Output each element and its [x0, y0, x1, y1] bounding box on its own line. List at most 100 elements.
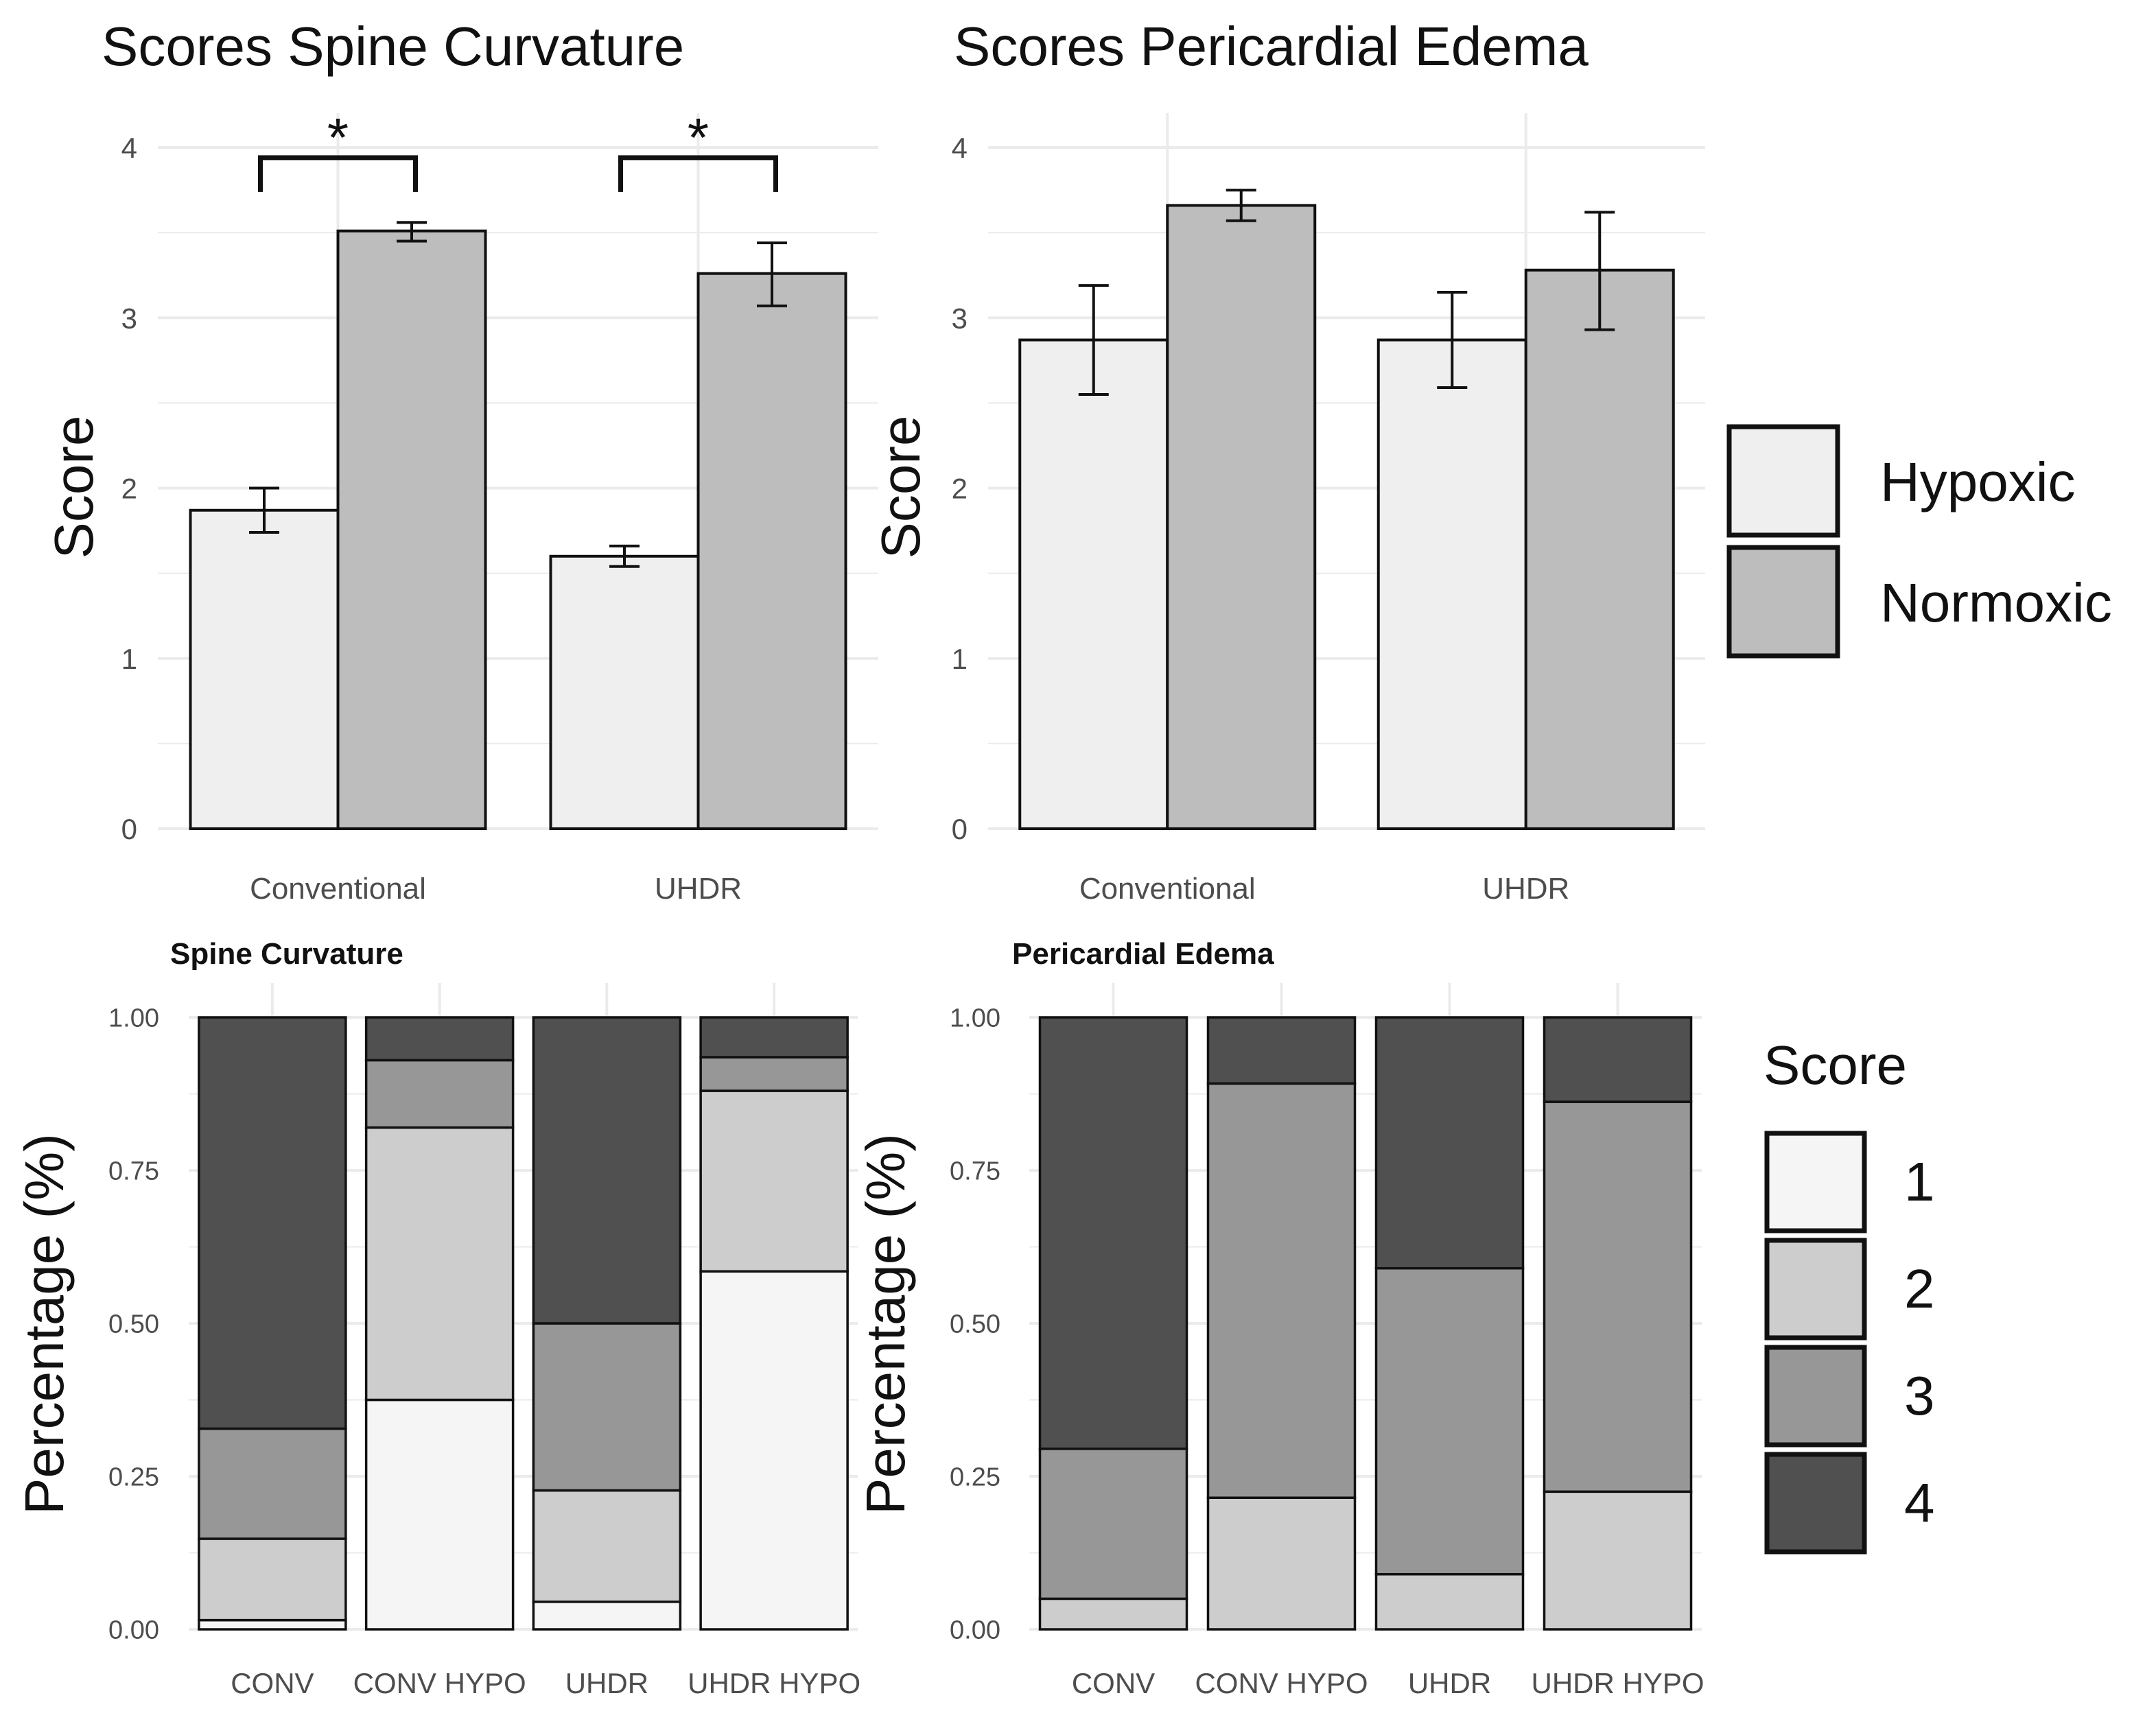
significance-star: * [688, 107, 709, 168]
legend-key-score-2 [1764, 1238, 1867, 1341]
y-axis-label-spine-scores: Score [43, 416, 104, 559]
legend-key-hypoxic [1726, 424, 1840, 538]
bar-segment-score-4-conv [198, 1016, 347, 1430]
bar-segment-score-2-conv-hypo [1206, 1496, 1357, 1631]
y-tick-label: 0.25 [108, 1463, 159, 1492]
y-tick-label: 4 [952, 132, 968, 164]
y-tick-label: 0.75 [950, 1157, 1000, 1186]
chart-title-spine-scores: Scores Spine Curvature [102, 16, 684, 77]
bar-segment-score-4-uhdr-hypo [699, 1016, 849, 1059]
x-tick-label: CONV HYPO [353, 1667, 526, 1699]
bar-segment-score-3-uhdr-hypo [699, 1056, 849, 1092]
bar-segment-score-3-conv-hypo [364, 1059, 515, 1129]
bar-hypoxic-conventional [1018, 338, 1169, 830]
bar-segment-score-1-conv-hypo [364, 1398, 515, 1631]
x-tick-label: Conventional [1079, 872, 1256, 906]
chart-title-edema-pct: Pericardial Edema [1012, 937, 1274, 971]
x-tick-label: CONV [231, 1667, 314, 1699]
x-tick-label: CONV HYPO [1195, 1667, 1368, 1699]
legend-label-score-4: 4 [1904, 1472, 1935, 1533]
significance-star: * [327, 107, 349, 168]
significance-bracket [258, 155, 418, 192]
bar-segment-score-4-conv [1038, 1016, 1188, 1450]
y-tick-label: 0.25 [950, 1463, 1000, 1492]
x-tick-label: UHDR [1408, 1667, 1491, 1699]
legend-label-score-1: 1 [1904, 1151, 1935, 1212]
bar-hypoxic-conventional [189, 508, 340, 831]
plot-spine-pct: 0.00 0.25 0.50 0.75 1.00 CONV CONV HYPO UHDR UHD… [108, 983, 860, 1699]
bar-segment-score-4-uhdr [1374, 1016, 1525, 1270]
y-tick-label: 0.75 [108, 1157, 159, 1186]
bar-segment-score-3-uhdr [532, 1322, 682, 1492]
legend-key-score-1 [1764, 1131, 1867, 1233]
x-tick-label: UHDR [1482, 872, 1569, 906]
y-tick-label: 0.50 [108, 1310, 159, 1339]
y-tick-label: 0 [952, 813, 968, 845]
plot-spine-scores: 0 1 2 3 4 Conventional UHDR * * [121, 107, 878, 906]
bar-segment-score-2-uhdr [532, 1489, 682, 1603]
bar-segment-score-2-conv [1038, 1597, 1188, 1631]
legend-key-score-4 [1764, 1452, 1867, 1555]
bar-segment-score-2-conv [198, 1537, 347, 1622]
legend-condition: Hypoxic Normoxic [1726, 424, 2112, 659]
y-axis-label-edema-scores: Score [870, 416, 931, 559]
y-tick-label: 0.00 [950, 1616, 1000, 1645]
y-tick-label: 0.00 [108, 1616, 159, 1645]
bar-normoxic-uhdr [1524, 268, 1675, 830]
bar-segment-score-4-uhdr [532, 1016, 682, 1325]
legend-key-score-3 [1764, 1345, 1867, 1448]
y-tick-label: 4 [121, 132, 137, 164]
legend-label-hypoxic: Hypoxic [1880, 451, 2076, 512]
x-tick-label: Conventional [250, 872, 426, 906]
y-tick-label: 1 [121, 643, 137, 675]
bar-segment-score-3-conv-hypo [1206, 1082, 1357, 1499]
y-tick-label: 1.00 [108, 1004, 159, 1033]
y-axis-label-edema-pct: Percentage (%) [855, 1133, 916, 1515]
y-tick-label: 3 [952, 302, 968, 334]
legend-title-score: Score [1764, 1035, 1907, 1096]
y-tick-label: 1 [952, 643, 968, 675]
bar-segment-score-1-conv [198, 1618, 347, 1631]
legend-key-normoxic [1726, 545, 1840, 659]
x-tick-label: UHDR HYPO [1531, 1667, 1704, 1699]
bar-normoxic-conventional [1166, 204, 1317, 830]
y-tick-label: 2 [121, 473, 137, 505]
y-axis-label-spine-pct: Percentage (%) [14, 1133, 75, 1515]
bar-segment-score-3-conv [1038, 1448, 1188, 1601]
x-tick-label: UHDR [565, 1667, 648, 1699]
bar-segment-score-2-uhdr-hypo [699, 1089, 849, 1273]
bar-segment-score-3-conv [198, 1427, 347, 1540]
y-tick-label: 0 [121, 813, 137, 845]
legend-label-score-2: 2 [1904, 1258, 1935, 1319]
legend-score: Score 1 2 3 4 [1764, 1035, 1935, 1555]
significance-bracket [618, 155, 778, 192]
chart-title-spine-pct: Spine Curvature [170, 937, 403, 971]
bar-segment-score-3-uhdr-hypo [1543, 1100, 1693, 1493]
chart-title-edema-scores: Scores Pericardial Edema [954, 16, 1589, 77]
bar-segment-score-1-uhdr [532, 1601, 682, 1631]
plot-edema-pct: 0.00 0.25 0.50 0.75 1.00 CONV CONV HYPO UHDR UHD… [950, 983, 1704, 1699]
bar-segment-score-4-conv-hypo [364, 1016, 515, 1062]
x-tick-label: UHDR HYPO [688, 1667, 860, 1699]
y-tick-label: 3 [121, 302, 137, 334]
y-tick-label: 1.00 [950, 1004, 1000, 1033]
y-tick-label: 0.50 [950, 1310, 1000, 1339]
bar-segment-score-1-uhdr-hypo [699, 1270, 849, 1631]
bar-segment-score-4-conv-hypo [1206, 1016, 1357, 1085]
bar-normoxic-conventional [336, 229, 487, 830]
bar-hypoxic-uhdr [1376, 338, 1527, 830]
bar-segment-score-2-uhdr [1374, 1572, 1525, 1631]
bar-segment-score-2-uhdr-hypo [1543, 1490, 1693, 1631]
legend-label-normoxic: Normoxic [1880, 572, 2112, 633]
bar-segment-score-2-conv-hypo [364, 1126, 515, 1402]
plot-edema-scores: 0 1 2 3 4 Conventional UHDR [952, 113, 1705, 906]
bar-normoxic-uhdr [696, 272, 847, 830]
x-tick-label: UHDR [655, 872, 742, 906]
bar-segment-score-4-uhdr-hypo [1543, 1016, 1693, 1103]
bar-segment-score-3-uhdr [1374, 1266, 1525, 1576]
y-tick-label: 2 [952, 473, 968, 505]
legend-label-score-3: 3 [1904, 1365, 1935, 1426]
bar-hypoxic-uhdr [549, 554, 700, 830]
x-tick-label: CONV [1072, 1667, 1155, 1699]
